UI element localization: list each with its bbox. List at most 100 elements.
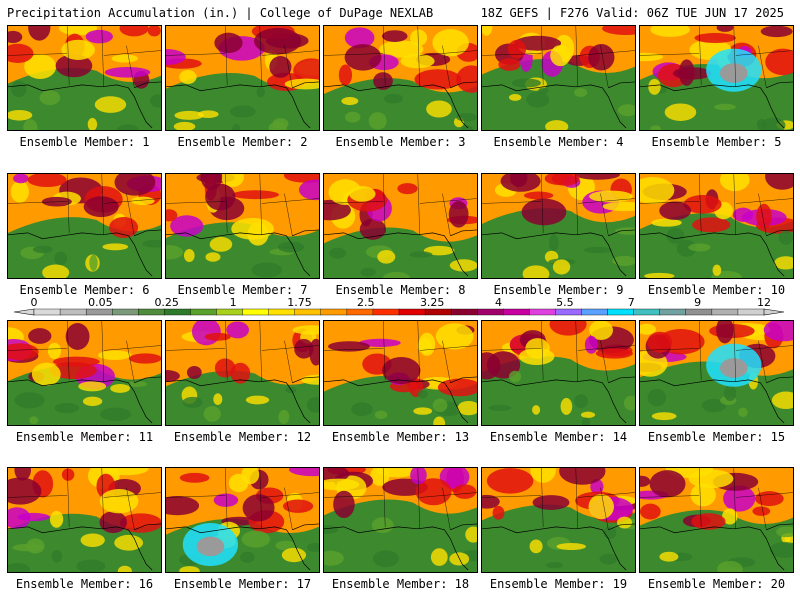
state-borders bbox=[482, 26, 635, 88]
ensemble-member-label: Ensemble Member: 16 bbox=[15, 577, 154, 591]
state-borders bbox=[324, 174, 477, 236]
ensemble-member-label: Ensemble Member: 19 bbox=[489, 577, 628, 591]
colorbar-swatch bbox=[372, 308, 400, 316]
precip-map bbox=[324, 321, 477, 425]
state-borders bbox=[8, 174, 161, 236]
colorbar-max-arrow bbox=[763, 308, 785, 316]
coastline bbox=[482, 229, 635, 277]
colorbar-swatch bbox=[190, 308, 217, 316]
precip-map bbox=[482, 468, 635, 572]
precip-map bbox=[8, 26, 161, 130]
state-borders bbox=[640, 321, 793, 383]
coastline bbox=[166, 376, 319, 424]
colorbar-swatch bbox=[112, 308, 139, 316]
coastline bbox=[482, 523, 635, 571]
colorbar-swatch bbox=[138, 308, 165, 316]
precip-map bbox=[166, 321, 319, 425]
colorbar-swatch bbox=[216, 308, 244, 316]
ensemble-panel-12 bbox=[165, 320, 320, 426]
ensemble-panel-1 bbox=[7, 25, 162, 131]
colorbar-swatch bbox=[581, 308, 609, 316]
state-borders bbox=[166, 174, 319, 236]
precip-map bbox=[166, 26, 319, 130]
ensemble-panel-10 bbox=[639, 173, 794, 279]
colorbar-swatch bbox=[320, 308, 348, 316]
precip-map bbox=[8, 174, 161, 278]
precip-map bbox=[166, 468, 319, 572]
colorbar-swatch bbox=[685, 308, 713, 316]
coastline bbox=[640, 81, 793, 129]
precip-map bbox=[324, 468, 477, 572]
coastline bbox=[640, 376, 793, 424]
state-borders bbox=[482, 174, 635, 236]
colorbar-swatch bbox=[659, 308, 687, 316]
coastline bbox=[8, 376, 161, 424]
ensemble-member-label: Ensemble Member: 10 bbox=[647, 283, 786, 297]
precip-map bbox=[640, 174, 793, 278]
colorbar-tick-label: 0 bbox=[31, 297, 38, 309]
colorbar-tick-label: 3.25 bbox=[420, 297, 445, 309]
coastline bbox=[166, 81, 319, 129]
colorbar-swatch bbox=[737, 308, 765, 316]
colorbar-tick-label: 4 bbox=[495, 297, 502, 309]
coastline bbox=[324, 81, 477, 129]
colorbar-tick-label: 9 bbox=[694, 297, 701, 309]
colorbar-tick-label: 2.5 bbox=[357, 297, 375, 309]
ensemble-member-label: Ensemble Member: 3 bbox=[335, 135, 466, 149]
colorbar-tick-label: 1 bbox=[230, 297, 237, 309]
ensemble-panel-19 bbox=[481, 467, 636, 573]
state-borders bbox=[324, 26, 477, 88]
colorbar-swatch bbox=[59, 308, 87, 316]
coastline bbox=[640, 523, 793, 571]
precip-map bbox=[482, 26, 635, 130]
state-borders bbox=[166, 26, 319, 88]
state-borders bbox=[482, 321, 635, 383]
ensemble-member-label: Ensemble Member: 11 bbox=[15, 430, 154, 444]
ensemble-panel-2 bbox=[165, 25, 320, 131]
ensemble-member-label: Ensemble Member: 15 bbox=[647, 430, 786, 444]
state-borders bbox=[640, 174, 793, 236]
state-borders bbox=[640, 26, 793, 88]
ensemble-panel-9 bbox=[481, 173, 636, 279]
ensemble-panel-8 bbox=[323, 173, 478, 279]
ensemble-member-label: Ensemble Member: 14 bbox=[489, 430, 628, 444]
state-borders bbox=[8, 468, 161, 530]
colorbar-swatch bbox=[268, 308, 296, 316]
ensemble-panel-20 bbox=[639, 467, 794, 573]
ensemble-panel-14 bbox=[481, 320, 636, 426]
ensemble-member-label: Ensemble Member: 5 bbox=[651, 135, 782, 149]
ensemble-member-label: Ensemble Member: 18 bbox=[331, 577, 470, 591]
colorbar-tick-label: 12 bbox=[757, 297, 771, 309]
precip-map bbox=[324, 26, 477, 130]
ensemble-panel-15 bbox=[639, 320, 794, 426]
ensemble-member-label: Ensemble Member: 2 bbox=[177, 135, 308, 149]
ensemble-panel-6 bbox=[7, 173, 162, 279]
state-borders bbox=[8, 26, 161, 88]
precip-map bbox=[8, 468, 161, 572]
precip-map bbox=[640, 468, 793, 572]
ensemble-member-label: Ensemble Member: 20 bbox=[647, 577, 786, 591]
ensemble-panel-4 bbox=[481, 25, 636, 131]
coastline bbox=[166, 523, 319, 571]
colorbar-swatch bbox=[85, 308, 113, 316]
ensemble-panel-18 bbox=[323, 467, 478, 573]
ensemble-panel-17 bbox=[165, 467, 320, 573]
state-borders bbox=[166, 321, 319, 383]
coastline bbox=[8, 81, 161, 129]
coastline bbox=[482, 81, 635, 129]
ensemble-panel-3 bbox=[323, 25, 478, 131]
coastline bbox=[640, 229, 793, 277]
colorbar-swatch bbox=[555, 308, 582, 316]
colorbar-tick-label: 5.5 bbox=[556, 297, 574, 309]
precip-colorbar: 0 0.05 0.25 1 1.75 2.5 3.25 4 5.5 7 9 12 bbox=[13, 297, 785, 316]
ensemble-member-label: Ensemble Member: 17 bbox=[173, 577, 312, 591]
colorbar-swatch bbox=[242, 308, 270, 316]
coastline bbox=[8, 229, 161, 277]
ensemble-member-label: Ensemble Member: 4 bbox=[493, 135, 624, 149]
precip-map bbox=[640, 26, 793, 130]
ensemble-panel-7 bbox=[165, 173, 320, 279]
colorbar-swatch bbox=[164, 308, 191, 316]
ensemble-member-label: Ensemble Member: 6 bbox=[19, 283, 150, 297]
ensemble-member-label: Ensemble Member: 13 bbox=[331, 430, 470, 444]
colorbar-swatch bbox=[398, 308, 426, 316]
